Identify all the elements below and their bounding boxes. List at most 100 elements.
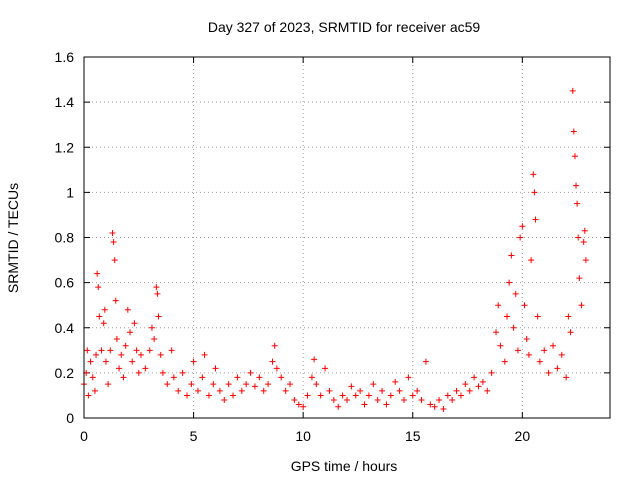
data-point	[348, 383, 355, 390]
y-tick-label: 0	[66, 410, 74, 426]
data-point	[243, 381, 250, 388]
data-point	[271, 342, 278, 349]
y-tick-label: 0.2	[55, 365, 75, 381]
data-point	[313, 381, 320, 388]
data-point	[87, 358, 94, 365]
data-point	[238, 387, 245, 394]
data-point	[105, 381, 112, 388]
data-point	[457, 392, 464, 399]
data-point	[127, 329, 134, 336]
data-point	[300, 403, 307, 410]
data-point	[431, 403, 438, 410]
data-point	[365, 392, 372, 399]
chart-title: Day 327 of 2023, SRMTID for receiver ac5…	[208, 19, 481, 35]
data-point	[291, 396, 298, 403]
data-point	[475, 383, 482, 390]
data-point	[462, 381, 469, 388]
data-point	[225, 381, 232, 388]
data-point	[100, 320, 107, 327]
data-point	[570, 128, 577, 135]
data-point	[85, 392, 92, 399]
data-point	[510, 324, 517, 331]
data-point	[563, 374, 570, 381]
y-tick-label: 1.6	[55, 49, 75, 65]
data-point	[269, 358, 276, 365]
data-point	[96, 313, 103, 320]
data-point	[260, 387, 267, 394]
data-point	[422, 358, 429, 365]
data-point	[95, 284, 102, 291]
data-point	[120, 374, 127, 381]
data-point	[495, 302, 502, 309]
data-point	[201, 351, 208, 358]
data-point	[418, 396, 425, 403]
data-point	[379, 387, 386, 394]
x-tick-label: 5	[190, 428, 198, 444]
data-point	[175, 387, 182, 394]
data-point	[357, 387, 364, 394]
data-point	[131, 320, 138, 327]
data-point	[525, 351, 532, 358]
plot-frame	[83, 56, 611, 419]
data-point	[565, 313, 572, 320]
data-point	[287, 381, 294, 388]
data-point	[84, 347, 91, 354]
data-point	[571, 153, 578, 160]
data-point	[133, 347, 140, 354]
data-point	[453, 387, 460, 394]
data-point	[154, 290, 161, 297]
y-tick-label: 0.4	[55, 320, 75, 336]
data-point	[256, 374, 263, 381]
data-point	[519, 223, 526, 230]
data-point	[580, 239, 587, 246]
data-point	[317, 392, 324, 399]
data-point	[212, 365, 219, 372]
data-point	[155, 313, 162, 320]
data-point	[528, 257, 535, 264]
data-point	[550, 342, 557, 349]
data-point	[503, 313, 510, 320]
data-point	[517, 234, 524, 241]
data-point	[251, 383, 258, 390]
data-point	[576, 275, 583, 282]
data-point	[110, 239, 117, 246]
data-point	[541, 347, 548, 354]
data-point	[190, 358, 197, 365]
y-axis-label: SRMTID / TECUs	[5, 183, 21, 293]
ticks: 0 5 10 15 20 0 0.2 0.4 0.6 0.8 1 1.2 1.4 1.6	[55, 49, 610, 444]
data-point	[554, 365, 561, 372]
data-point	[184, 392, 191, 399]
data-point	[523, 336, 530, 343]
data-point	[370, 381, 377, 388]
x-tick-label: 10	[295, 428, 311, 444]
data-point	[339, 392, 346, 399]
data-point	[484, 387, 491, 394]
data-point	[440, 405, 447, 412]
data-point	[488, 369, 495, 376]
data-point	[98, 347, 105, 354]
data-point	[444, 392, 451, 399]
data-point	[536, 358, 543, 365]
data-point	[414, 387, 421, 394]
data-point	[396, 387, 403, 394]
data-point	[558, 351, 565, 358]
data-point	[335, 403, 342, 410]
data-point	[531, 189, 538, 196]
data-point	[322, 365, 329, 372]
data-point	[210, 381, 217, 388]
data-point	[582, 257, 589, 264]
data-point	[148, 324, 155, 331]
data-point	[179, 369, 186, 376]
data-point	[573, 182, 580, 189]
data-point	[153, 284, 160, 291]
data-point	[159, 369, 166, 376]
data-point	[188, 381, 195, 388]
data-point	[216, 387, 223, 394]
data-point	[282, 387, 289, 394]
data-point	[575, 234, 582, 241]
data-point	[479, 378, 486, 385]
data-point	[278, 374, 285, 381]
data-point	[194, 387, 201, 394]
data-point	[111, 257, 118, 264]
data-point	[295, 401, 302, 408]
